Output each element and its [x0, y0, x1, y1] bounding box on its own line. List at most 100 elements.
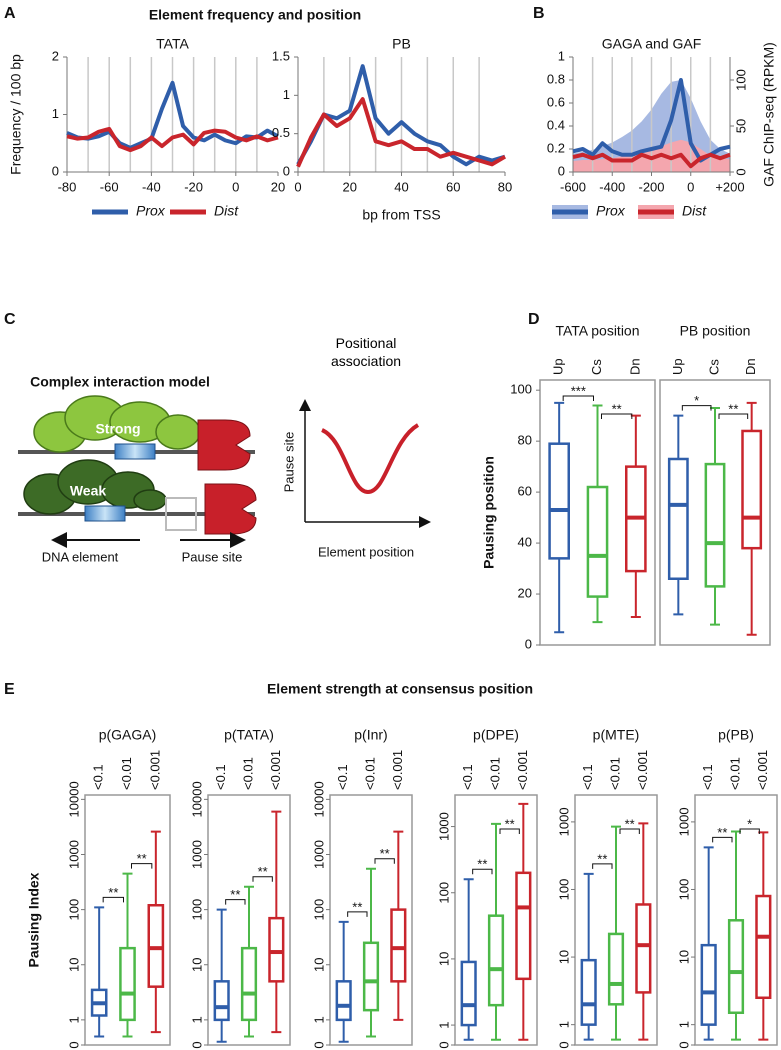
y-tick-label: 1000 [311, 840, 326, 869]
box [240, 946, 258, 1022]
category-label: <0.01 [362, 757, 377, 790]
y-tick-label: 100 [676, 879, 691, 901]
plot-frame [574, 794, 658, 1046]
y-tick-label: 0 [283, 163, 290, 178]
y-tick-label: 1 [283, 87, 290, 102]
y2-tick-label: 50 [733, 119, 748, 133]
y-tick-label: 10 [676, 950, 691, 964]
x-tick-label: 20 [271, 179, 285, 194]
plot-frame [694, 794, 778, 1046]
box-whisker [731, 830, 741, 921]
category-label: Dn [627, 358, 642, 375]
diagram-label: DNA element [42, 549, 119, 564]
y-tick-label: 10000 [311, 781, 326, 817]
x-tick-label: -400 [599, 179, 625, 194]
x-tick-label: 60 [446, 179, 460, 194]
y-tick-label: 10 [556, 950, 571, 964]
category-label: <0.001 [635, 750, 650, 790]
plot-frame [454, 794, 538, 1046]
box-whisker [94, 1015, 105, 1038]
y-tick-label: 1 [676, 1021, 691, 1028]
box-whisker [366, 1010, 376, 1038]
significance-label: *** [571, 383, 586, 398]
category-label: <0.1 [700, 764, 715, 790]
significance-bracket [225, 899, 246, 905]
box [635, 903, 652, 994]
box [727, 919, 745, 1015]
significance-bracket [718, 413, 749, 419]
box-whisker [703, 846, 714, 946]
line [296, 97, 507, 168]
y-tick-label: 100 [556, 879, 571, 901]
box-whisker [150, 830, 161, 906]
chart-title: GAGA and GAF [602, 36, 702, 52]
panel-label: C [4, 311, 16, 328]
group-title: Element strength at consensus position [267, 681, 533, 697]
significance-label: * [747, 816, 752, 831]
y-tick-label: 0.6 [547, 94, 565, 109]
y-tick-label: 100 [510, 382, 532, 397]
category-label: <0.1 [460, 764, 475, 790]
category-label: <0.1 [335, 764, 350, 790]
y-tick-label: 10000 [66, 781, 81, 817]
chart-title: p(MTE) [593, 727, 640, 743]
y-tick-label: 10 [311, 958, 326, 972]
box [362, 941, 380, 1012]
box-whisker [630, 571, 641, 618]
significance-bracket [619, 828, 640, 834]
category-label: Dn [743, 358, 758, 375]
legend-label: Prox [136, 203, 166, 219]
y-tick-label: 0 [66, 1041, 81, 1048]
box-whisker [463, 1025, 474, 1041]
interaction-diagram [18, 395, 431, 548]
box [268, 916, 285, 983]
panel-label: A [4, 5, 16, 22]
box-whisker [611, 825, 621, 934]
significance-bracket [252, 876, 273, 882]
y-axis-label: Frequency / 100 bp [8, 54, 24, 175]
y2-tick-label: 0 [733, 168, 748, 175]
significance-bracket [374, 858, 395, 864]
box-whisker [491, 1005, 501, 1041]
plot-frame [659, 379, 771, 646]
box-whisker [122, 1019, 133, 1038]
box-whisker [746, 401, 757, 431]
y-tick-label: 1000 [556, 807, 571, 836]
x-tick-label: -600 [560, 179, 586, 194]
x-tick-label: 0 [232, 179, 239, 194]
significance-label: ** [230, 887, 240, 902]
y-tick-label: 0.4 [547, 117, 565, 132]
box-whisker [673, 578, 684, 616]
category-label: <0.001 [147, 750, 162, 790]
y-tick-label: 10 [436, 952, 451, 966]
x-tick-label: 0 [294, 179, 301, 194]
box-whisker [710, 586, 720, 626]
chart-title: p(Inr) [354, 727, 387, 743]
diagram-label: Pause site [182, 549, 243, 564]
y-tick-label: 0 [556, 1041, 571, 1048]
x-tick-label: +200 [715, 179, 744, 194]
y-tick-label: 60 [518, 484, 532, 499]
box-whisker [150, 986, 161, 1034]
significance-bracket [681, 405, 712, 411]
y-tick-label: 0 [676, 1041, 691, 1048]
box-whisker [710, 407, 720, 465]
y-tick-label: 1000 [676, 807, 691, 836]
x-tick-label: 0 [687, 179, 694, 194]
box-whisker [583, 872, 594, 961]
significance-label: ** [717, 825, 727, 840]
chart-title: p(TATA) [224, 727, 274, 743]
category-label: <0.1 [91, 764, 106, 790]
y-tick-label: 0.8 [547, 71, 565, 86]
category-label: Cs [589, 359, 604, 375]
significance-bracket [347, 911, 368, 917]
category-label: Up [551, 358, 566, 375]
y-tick-label: 0 [189, 1041, 204, 1048]
chart-title: p(GAGA) [99, 727, 157, 743]
box [704, 462, 726, 588]
x-tick-label: 80 [498, 179, 512, 194]
box [700, 943, 717, 1026]
significance-bracket [472, 868, 493, 875]
y-tick-label: 0 [311, 1041, 326, 1048]
legend-label: Prox [596, 203, 626, 219]
